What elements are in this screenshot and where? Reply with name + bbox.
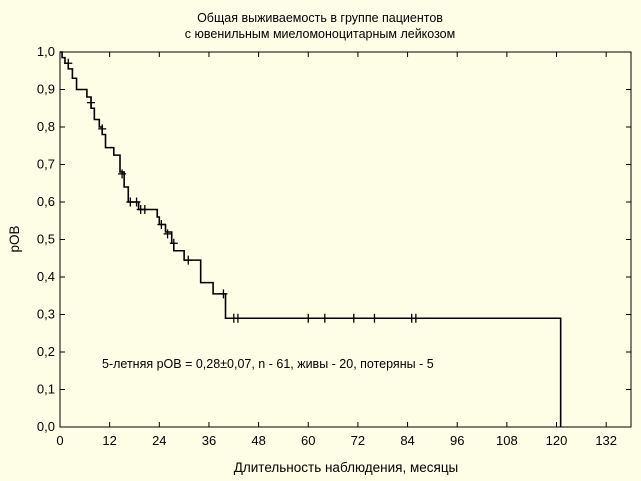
censored-mark	[87, 98, 96, 108]
y-tick-label: 0,2	[37, 344, 55, 359]
censored-mark	[64, 58, 73, 68]
y-tick-label: 0,5	[37, 232, 55, 247]
x-tick-label: 72	[351, 433, 365, 448]
censored-mark	[184, 255, 193, 265]
x-tick-label: 0	[56, 433, 63, 448]
y-tick-label: 0,0	[37, 419, 55, 434]
y-tick-label: 0,8	[37, 119, 55, 134]
x-tick-label: 12	[102, 433, 116, 448]
y-axis: 0,0 0,1 0,2 0,3 0,4 0,5 0,6 0,7 0,8 0,9 1,0	[37, 44, 631, 434]
y-axis-label: pОВ	[7, 225, 22, 252]
x-tick-label: 48	[251, 433, 265, 448]
y-tick-label: 0,4	[37, 269, 55, 284]
survival-step-line	[60, 51, 562, 427]
y-tick-label: 0,7	[37, 157, 55, 172]
censored-mark	[132, 197, 141, 207]
x-tick-label: 24	[152, 433, 166, 448]
censored-mark	[219, 289, 228, 299]
x-tick-label: 96	[450, 433, 464, 448]
chart-title-line-2: с ювенильным миеломоноцитарным лейкозом	[185, 27, 455, 41]
censored-mark	[140, 205, 149, 214]
censored-mark	[233, 313, 242, 323]
y-tick-label: 0,1	[37, 382, 55, 397]
y-tick-label: 0,6	[37, 194, 55, 209]
chart-title-line-1: Общая выживаемость в группе пациентов	[197, 11, 443, 25]
censored-mark	[320, 313, 329, 323]
y-tick-label: 0,9	[37, 82, 55, 97]
censored-mark	[304, 313, 313, 323]
censored-mark	[169, 238, 178, 248]
censored-mark	[98, 124, 107, 134]
y-tick-label: 0,3	[37, 307, 55, 322]
censored-mark	[349, 313, 358, 323]
censored-mark	[163, 229, 172, 239]
x-axis-label: Длительность наблюдения, месяцы	[234, 460, 459, 475]
survival-series	[60, 51, 562, 427]
chart-annotation: 5-летняя pОВ = 0,28±0,07, n - 61, живы -…	[102, 357, 434, 371]
censored-mark	[118, 169, 127, 179]
censored-mark	[411, 313, 420, 323]
x-tick-label: 84	[400, 433, 414, 448]
censored-mark	[370, 313, 379, 323]
x-tick-label: 120	[546, 433, 568, 448]
y-tick-label: 1,0	[37, 44, 55, 59]
x-axis: 0 12 24 36 48 60 72 84 96 108 120 132	[56, 52, 617, 448]
censored-marks	[64, 58, 420, 323]
x-tick-label: 108	[496, 433, 518, 448]
x-tick-label: 60	[301, 433, 315, 448]
x-tick-label: 132	[595, 433, 617, 448]
x-tick-label: 36	[202, 433, 216, 448]
censored-mark	[157, 220, 166, 229]
